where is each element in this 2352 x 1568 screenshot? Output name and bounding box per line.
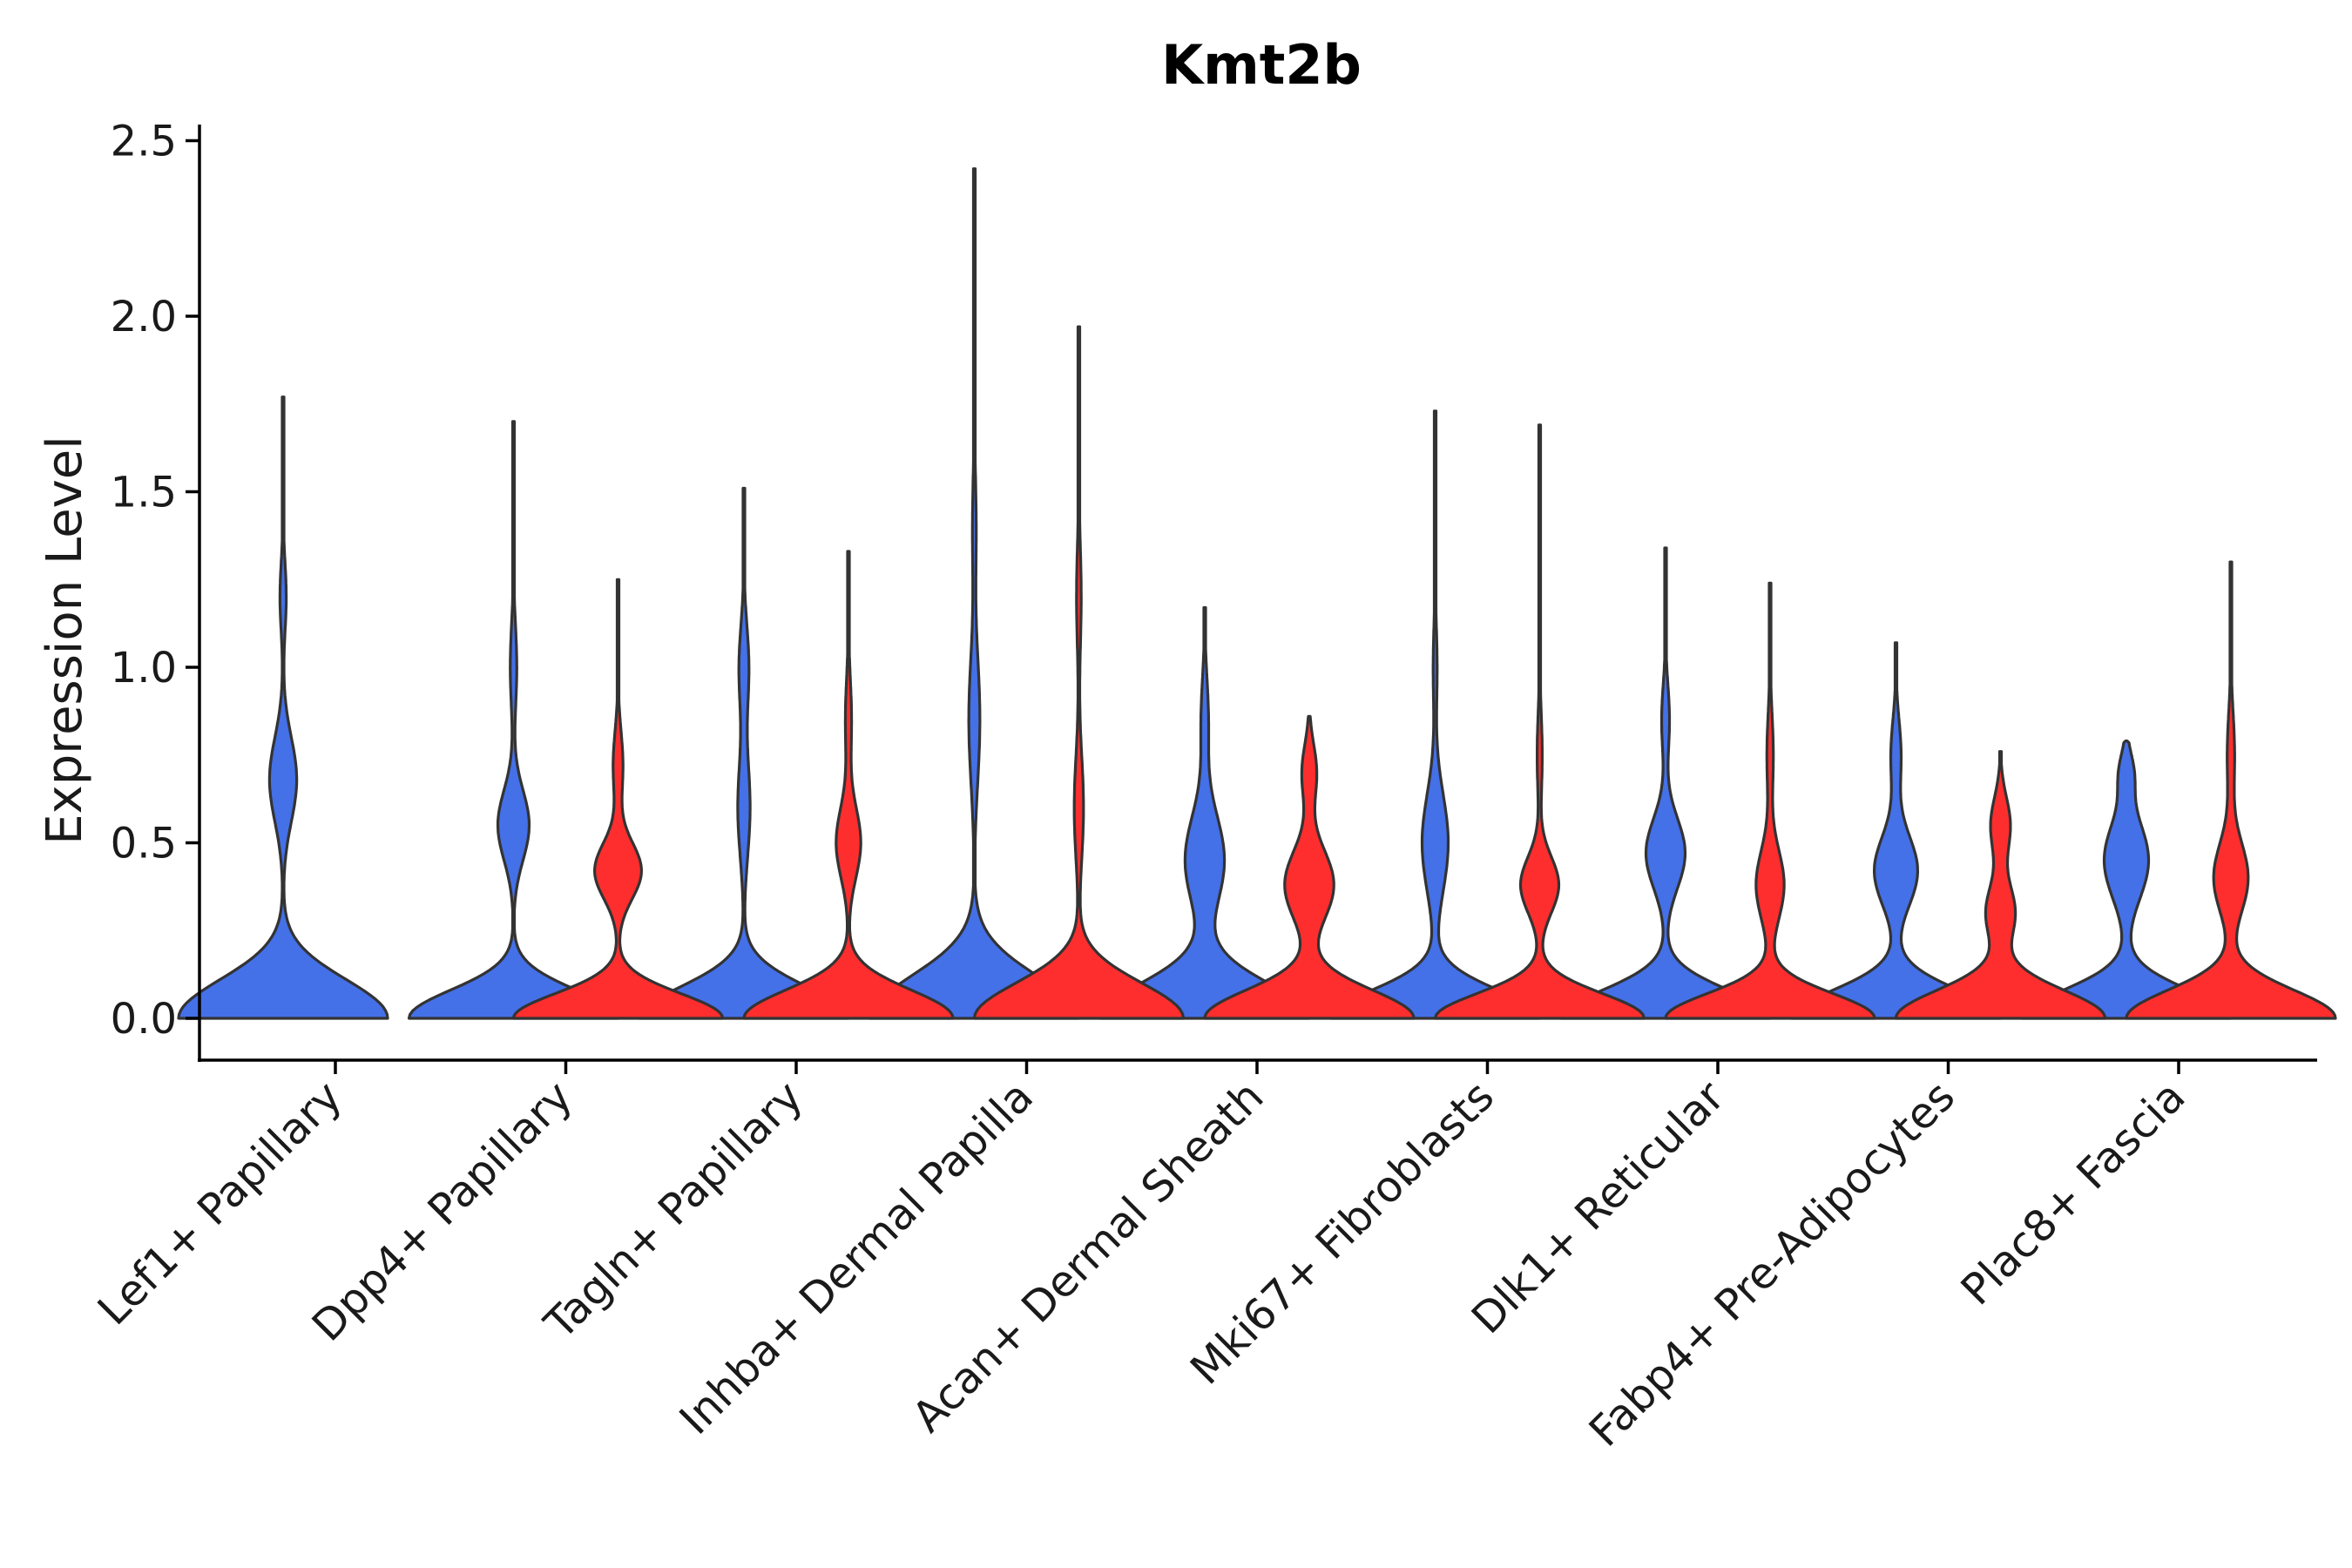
violins-layer xyxy=(177,167,2337,1020)
x-category-label: Dlk1+ Reticular xyxy=(1463,1071,1735,1344)
y-tick-label: 2.5 xyxy=(111,118,177,166)
x-category-label: Fabp4+ Pre-Adipocytes xyxy=(1579,1071,1964,1456)
violin-group1 xyxy=(1098,605,1311,1020)
chart-title: Kmt2b xyxy=(1161,33,1362,97)
violin-group2 xyxy=(1894,750,2107,1020)
violin-group2 xyxy=(1203,714,1416,1020)
violin-group1 xyxy=(638,486,850,1020)
x-category-label: Plac8+ Fascia xyxy=(1951,1071,2194,1315)
violin-group1 xyxy=(1559,546,1772,1020)
violin-group1 xyxy=(1328,409,1542,1020)
y-tick-label: 0.5 xyxy=(111,820,177,868)
x-category-label: Lef1+ Papillary xyxy=(88,1071,351,1335)
violin-group2 xyxy=(742,550,955,1020)
violin-group1 xyxy=(1789,641,2003,1020)
violin-group2 xyxy=(1433,423,1646,1020)
y-tick-label: 1.5 xyxy=(111,469,177,517)
violin-group1 xyxy=(868,167,1081,1020)
y-tick-label: 0.0 xyxy=(111,995,177,1044)
y-tick-label: 2.0 xyxy=(111,293,177,341)
violin-group2 xyxy=(511,578,725,1020)
violin-group2 xyxy=(2125,560,2337,1020)
y-tick-label: 1.0 xyxy=(111,644,177,693)
violin-group1 xyxy=(407,420,620,1020)
y-axis-ticks: 0.0 0.5 1.0 1.5 2.0 2.5 xyxy=(111,118,199,1044)
y-axis-title: Expression Level xyxy=(37,436,93,845)
violin-group2 xyxy=(972,325,1186,1020)
violin-group2 xyxy=(1664,581,1876,1020)
violin-group1 xyxy=(177,395,389,1020)
violin-group1 xyxy=(2020,740,2233,1020)
